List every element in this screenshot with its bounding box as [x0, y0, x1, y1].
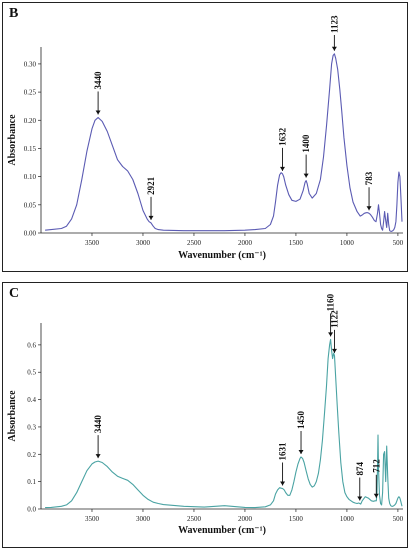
y-tick-label: 0.0: [27, 506, 36, 514]
peak-label: 1122: [329, 310, 339, 328]
x-tick-label: 1000: [340, 239, 355, 247]
y-tick-label: 0.00: [24, 230, 37, 238]
peak-arrow-head: [280, 481, 286, 486]
y-tick-label: 0.20: [24, 117, 37, 125]
x-tick-label: 2500: [187, 515, 202, 523]
y-tick-label: 0.5: [27, 369, 36, 377]
x-tick-label: 3500: [85, 515, 100, 523]
x-tick-label: 1000: [340, 515, 355, 523]
peak-label: 2921: [146, 176, 156, 195]
y-tick-label: 0.1: [27, 478, 36, 486]
peak-label: 3440: [93, 71, 103, 90]
chart-c: 3500 3000 2500 2000 1500 1000 500 0.0 0.1 0.2 0.3 0…: [7, 293, 404, 536]
panel-c: C 3500 3000 2500 2000 1500 1000 500 0.0 0.1 0.2 0.…: [2, 282, 408, 548]
peak-arrow-head: [95, 110, 101, 115]
y-tick-label: 0.30: [24, 60, 37, 68]
spectrum-line: [45, 338, 403, 509]
x-axis-title: Wavenumber (cm⁻¹): [178, 525, 266, 536]
peak-arrow-head: [148, 215, 154, 220]
panel-letter-b: B: [9, 6, 19, 21]
chart-b: 3500 3000 2500 2000 1500 1000 500 0.00 0.05 0.10 0…: [7, 15, 404, 261]
peak-arrow-head: [331, 46, 337, 51]
peak-label: 1160: [326, 293, 336, 311]
x-tick-label: 3500: [85, 239, 100, 247]
peak-label: 1123: [329, 15, 339, 33]
peak-label: 3440: [93, 415, 103, 434]
panel-b: B 3500 3000 2500 2000 1500 1000 500 0.00 0.05 0.1…: [2, 2, 408, 272]
x-tick-label: 500: [393, 239, 404, 247]
peak-arrow-head: [366, 206, 372, 211]
y-tick-label: 0.6: [27, 341, 36, 349]
x-tick-label: 1500: [289, 515, 304, 523]
peak-label: 874: [355, 462, 365, 476]
y-tick-label: 0.4: [27, 396, 36, 404]
peak-arrow-head: [373, 493, 379, 498]
x-axis-title: Wavenumber (cm⁻¹): [178, 250, 266, 261]
y-tick-label: 0.2: [27, 451, 36, 459]
peak-arrow-head: [357, 496, 363, 501]
x-tick-label: 3000: [136, 239, 151, 247]
y-axis-title: Absorbance: [7, 390, 18, 442]
y-tick-label: 0.10: [24, 173, 37, 181]
peak-arrow-head: [328, 332, 334, 337]
x-tick-label: 500: [393, 515, 404, 523]
peak-label: 1632: [277, 127, 287, 146]
y-tick-label: 0.3: [27, 423, 36, 431]
y-tick-label: 0.15: [24, 145, 37, 153]
x-tick-label: 2500: [187, 239, 202, 247]
peak-arrow-head: [298, 450, 304, 455]
y-tick-label: 0.25: [24, 89, 37, 97]
peak-arrow-head: [331, 348, 337, 353]
peak-label: 1450: [296, 411, 306, 430]
x-tick-label: 3000: [136, 515, 151, 523]
spectrum-line: [45, 53, 403, 232]
peak-label: 1631: [278, 442, 288, 461]
x-tick-label: 1500: [289, 239, 304, 247]
y-axis-title: Absorbance: [7, 114, 18, 166]
x-tick-label: 2000: [238, 515, 253, 523]
peak-label: 783: [364, 171, 374, 185]
peak-arrow-head: [279, 166, 285, 171]
peak-arrow-head: [95, 454, 101, 459]
x-tick-label: 2000: [238, 239, 253, 247]
panel-letter-c: C: [9, 286, 20, 301]
peak-arrow-head: [303, 173, 309, 178]
peak-label: 1400: [301, 134, 311, 153]
peak-label: 712: [371, 459, 381, 473]
y-tick-label: 0.05: [24, 201, 37, 209]
